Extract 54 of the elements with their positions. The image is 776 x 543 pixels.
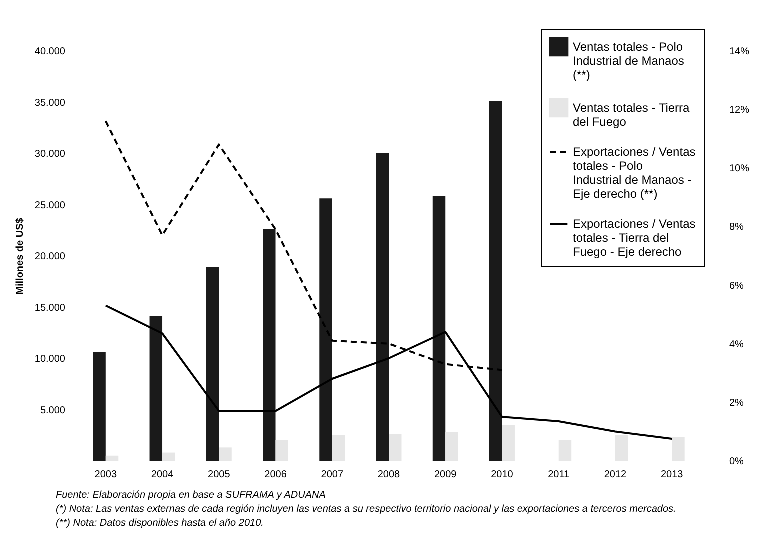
bar: [446, 432, 458, 461]
x-tick-label: 2009: [434, 470, 458, 480]
bar: [263, 229, 276, 461]
y2-tick-label: 14%: [730, 46, 750, 58]
bar: [150, 316, 163, 461]
bar: [502, 425, 515, 461]
bar: [320, 198, 332, 461]
bar: [332, 435, 346, 461]
y2-tick-label: 12%: [730, 105, 750, 116]
y-tick-label: 25.000: [34, 200, 66, 212]
x-tick-label: 2008: [378, 470, 401, 480]
x-tick-label: 2012: [604, 470, 628, 480]
y-tick-label: 15.000: [34, 302, 66, 314]
y2-tick-label: 6%: [730, 280, 744, 292]
y-axis-title: Millones de US$: [14, 218, 26, 295]
y-tick-label: 10.000: [34, 354, 66, 365]
bar: [615, 435, 628, 461]
legend-label: Exportaciones / Ventas totales - Tierra del Fuego - Eje derecho: [573, 217, 696, 259]
y2-tick-label: 4%: [730, 339, 744, 350]
bar: [219, 448, 232, 461]
bar: [558, 440, 572, 461]
y-tick-label: 40.000: [34, 46, 66, 58]
x-tick-label: 2007: [321, 470, 344, 480]
bar: [432, 196, 446, 461]
bar: [276, 440, 288, 461]
y-tick-label: 35.000: [34, 98, 66, 109]
text: (**) Nota: Datos disponibles hasta el año 2010.: [56, 517, 265, 531]
y-tick-label: 30.000: [34, 149, 66, 160]
bar: [490, 101, 502, 461]
bar: [162, 452, 176, 461]
bar: [106, 456, 119, 461]
x-tick-label: 2005: [208, 470, 231, 480]
legend-label: Ventas totales - Tierra del Fuego: [573, 101, 690, 129]
x-tick-label: 2011: [548, 470, 570, 480]
bar: [376, 154, 389, 461]
x-tick-label: 2003: [94, 470, 118, 480]
x-tick-label: 2013: [660, 470, 684, 480]
x-tick-label: 2004: [151, 470, 174, 480]
x-tick-label: 2010: [491, 470, 514, 480]
y2-tick-label: 2%: [730, 398, 744, 409]
bar: [389, 434, 402, 461]
y-tick-label: 5.000: [40, 405, 66, 416]
y-tick-label: 20.000: [34, 252, 66, 262]
text: (*) Nota: Las ventas externas de cada región incluyen las ventas a su respectivo territorio nacional y las exportaciones a terceros mercados.: [56, 503, 678, 517]
legend-label: Ventas totales - Polo Industrial de Manaos (**): [573, 40, 684, 82]
bar: [93, 352, 106, 461]
y2-tick-label: 0%: [730, 456, 744, 468]
x-tick-label: 2006: [264, 470, 288, 480]
legend-label: Exportaciones / Ventas totales - Polo Industrial de Manaos - Eje derecho (**): [573, 145, 696, 201]
source-note: Fuente: Elaboración propia en base a SUFRAMA y ADUANA: [56, 489, 327, 503]
bar: [206, 267, 220, 461]
bar: [672, 437, 685, 461]
y2-tick-label: 8%: [730, 222, 744, 234]
y2-tick-label: 10%: [730, 164, 750, 175]
